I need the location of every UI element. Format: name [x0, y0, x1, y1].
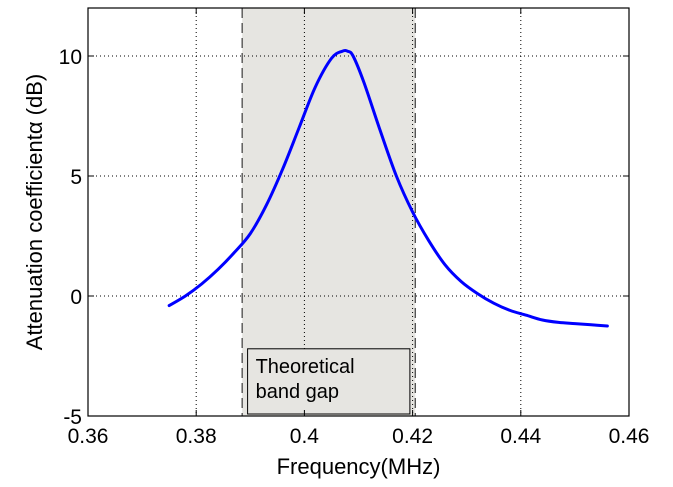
x-tick-label: 0.46: [609, 425, 650, 448]
y-tick-label: 0: [70, 286, 82, 309]
x-tick-label: 0.4: [290, 425, 320, 448]
x-tick-label: 0.44: [500, 425, 541, 448]
grid-layer: [88, 8, 629, 416]
y-tick-label: 5: [70, 166, 82, 189]
x-tick-label: 0.42: [392, 425, 433, 448]
band-gap-layer: [241, 8, 417, 416]
band-gap-annotation-line: band gap: [256, 381, 339, 403]
band-gap-region: [242, 8, 416, 416]
series-layer: [167, 48, 609, 328]
tick-layer: 0.36 0.38 0.4 0.42 0.44 0.46 -5 0 5 10: [59, 8, 650, 448]
y-axis-label: Attenuation coefficientα (dB): [22, 74, 47, 350]
x-axis-label: Frequency(MHz): [277, 454, 441, 479]
x-tick-label: 0.38: [176, 425, 217, 448]
annotation-layer: Theoretical band gap: [247, 348, 411, 415]
x-tick-label: 0.36: [68, 425, 109, 448]
attenuation-series-line-0: [167, 48, 609, 328]
band-gap-annotation-box: [247, 348, 411, 415]
y-tick-label: -5: [63, 406, 82, 429]
y-tick-label: 10: [59, 46, 82, 69]
band-gap-annotation-line: Theoretical: [256, 356, 355, 378]
plot-frame: [87, 7, 630, 417]
